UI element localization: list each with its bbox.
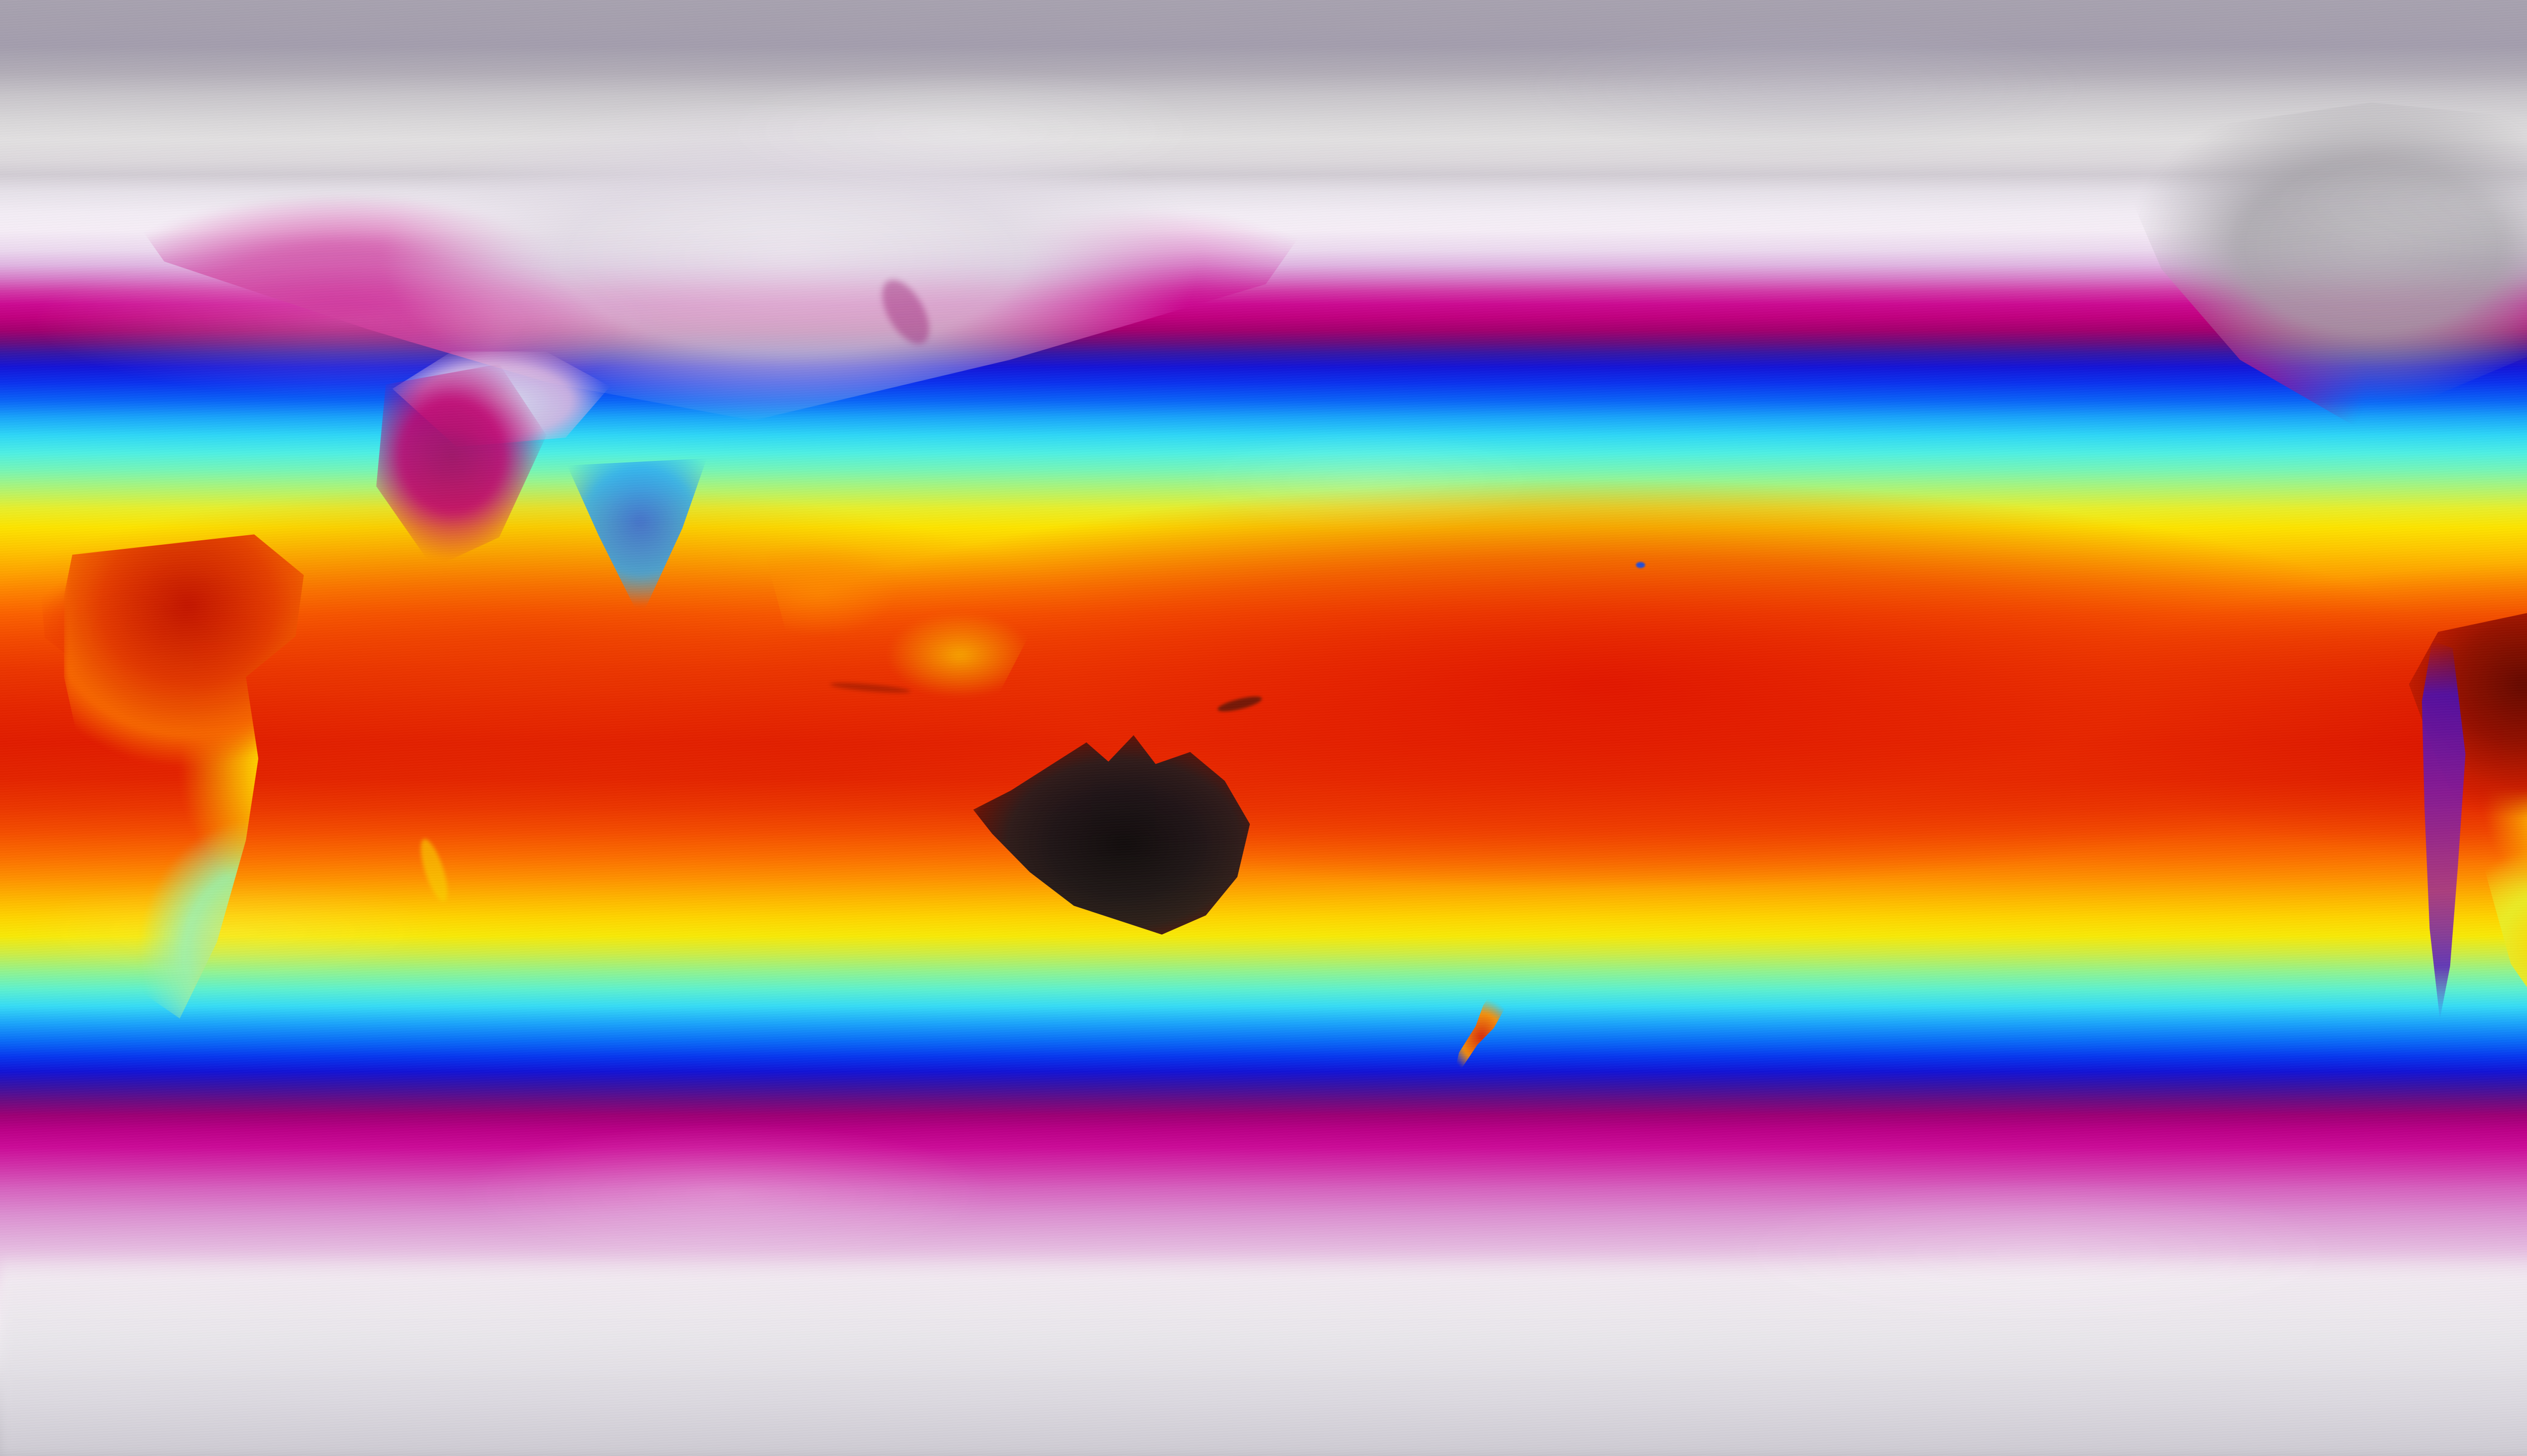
region-africa [64, 534, 304, 1019]
landmark-new-guinea [1216, 693, 1263, 715]
region-indian-subcontinent [567, 458, 707, 619]
region-southeast-asia [761, 528, 1037, 725]
region-antarctic-plateau [0, 1252, 2527, 1456]
region-australia-interior [973, 735, 1250, 935]
landmark-madagascar [415, 836, 453, 904]
region-eurasia [100, 95, 1330, 421]
landmark-hawaii [1636, 562, 1646, 569]
region-new-zealand [1453, 994, 1505, 1077]
region-north-america [2122, 102, 2527, 429]
